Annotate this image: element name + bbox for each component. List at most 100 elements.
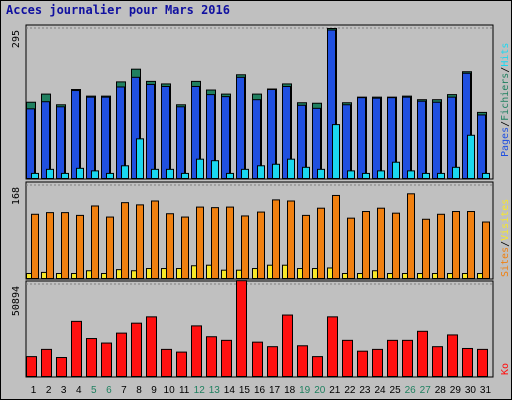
bar-hits-7	[121, 165, 129, 179]
x-tick-label-20: 20	[314, 385, 326, 396]
bar-pages-31	[477, 114, 486, 180]
bar-ko-11	[176, 351, 187, 378]
legend-top-4: Hits	[500, 43, 511, 67]
x-tick-label-7: 7	[121, 385, 127, 396]
x-tick-label-3: 3	[61, 385, 67, 396]
x-tick-label-5: 5	[91, 385, 97, 396]
bar-hits-5	[91, 170, 99, 179]
chart-title: Acces journalier pour Mars 2016	[6, 3, 230, 17]
x-tick-label-2: 2	[46, 385, 52, 396]
legend-top: Pages/Fichiers/Hits	[500, 43, 511, 157]
bar-hits-22	[347, 170, 355, 179]
bar-sites-6	[106, 216, 114, 280]
x-tick-label-19: 19	[299, 385, 311, 396]
bar-pages-16	[252, 99, 261, 179]
legend-top-3: /	[500, 67, 511, 73]
bar-pages-12	[191, 85, 200, 179]
bar-hits-4	[76, 167, 84, 179]
x-tick-label-29: 29	[450, 385, 462, 396]
bar-pages-25	[387, 97, 396, 179]
bar-ko-8	[131, 322, 142, 378]
bar-sites-15	[241, 215, 249, 279]
x-tick-label-8: 8	[136, 385, 142, 396]
bar-hits-24	[377, 170, 385, 179]
bar-pages-19	[297, 104, 306, 179]
bar-pages-13	[206, 94, 215, 179]
bar-sites-14	[226, 206, 234, 279]
bar-sites-22	[347, 217, 355, 280]
bar-hits-21	[332, 124, 340, 179]
bar-pages-10	[161, 85, 170, 179]
bar-pages-18	[282, 85, 291, 179]
bar-hits-6	[106, 172, 114, 179]
bar-ko-10	[161, 348, 172, 378]
x-tick-label-24: 24	[374, 385, 386, 396]
bar-pages-6	[101, 96, 110, 179]
x-tick-label-10: 10	[164, 385, 176, 396]
bar-pages-24	[372, 97, 381, 179]
bar-hits-27	[422, 172, 430, 179]
bar-pages-5	[86, 96, 95, 179]
x-tick-label-23: 23	[359, 385, 371, 396]
bar-sites-13	[211, 207, 219, 279]
bar-ko-5	[86, 338, 97, 378]
x-tick-label-16: 16	[254, 385, 266, 396]
bar-hits-29	[452, 166, 460, 179]
x-tick-label-27: 27	[420, 385, 432, 396]
legend-bot-0: Ko	[500, 363, 511, 375]
x-tick-label-22: 22	[344, 385, 356, 396]
bar-ko-22	[342, 339, 353, 378]
legend-mid: Sites/Visites	[500, 199, 511, 277]
bar-ko-20	[312, 356, 323, 378]
bar-pages-8	[131, 76, 140, 179]
bar-sites-20	[317, 207, 325, 279]
x-tick-label-12: 12	[194, 385, 206, 396]
bar-ko-6	[101, 342, 112, 378]
bar-sites-24	[377, 207, 385, 279]
bar-pages-29	[447, 96, 456, 179]
bar-sites-5	[91, 205, 99, 280]
bar-ko-24	[372, 348, 383, 378]
bar-ko-19	[297, 345, 308, 378]
bar-pages-14	[221, 96, 230, 179]
bar-ko-4	[71, 320, 82, 378]
bar-sites-30	[467, 211, 475, 279]
legend-top-1: /	[500, 121, 511, 127]
bar-ko-28	[432, 346, 443, 378]
bar-ko-14	[221, 339, 232, 378]
bar-sites-9	[151, 200, 159, 279]
bar-sites-21	[332, 194, 340, 279]
bar-hits-23	[362, 172, 370, 179]
x-tick-label-13: 13	[209, 385, 221, 396]
bar-sites-12	[196, 206, 204, 279]
y-max-label-mid: 168	[11, 187, 22, 205]
bar-pages-1	[26, 108, 35, 179]
bar-sites-25	[392, 212, 400, 279]
x-tick-label-6: 6	[106, 385, 112, 396]
bar-hits-16	[257, 165, 265, 179]
x-tick-label-28: 28	[435, 385, 447, 396]
bar-pages-15	[236, 76, 245, 179]
bar-sites-4	[76, 214, 84, 279]
x-tick-label-25: 25	[390, 385, 402, 396]
bar-hits-2	[46, 168, 54, 179]
bar-hits-14	[226, 172, 234, 179]
bar-hits-28	[437, 172, 445, 179]
legend-mid-2: Visites	[500, 199, 511, 241]
bar-ko-23	[357, 350, 368, 378]
legend-top-2: Fichiers	[500, 73, 511, 121]
bar-hits-1	[31, 172, 39, 179]
bar-pages-30	[462, 72, 471, 179]
bar-hits-19	[302, 166, 310, 179]
bar-pages-2	[41, 101, 50, 179]
bar-pages-9	[146, 83, 155, 179]
bar-hits-26	[407, 170, 415, 179]
legend-mid-0: Sites	[500, 247, 511, 277]
bar-sites-16	[257, 211, 265, 279]
x-tick-label-26: 26	[405, 385, 417, 396]
bar-ko-29	[447, 334, 458, 378]
legend-top-0: Pages	[500, 127, 511, 157]
bar-hits-17	[272, 163, 280, 179]
bar-hits-13	[211, 160, 219, 179]
